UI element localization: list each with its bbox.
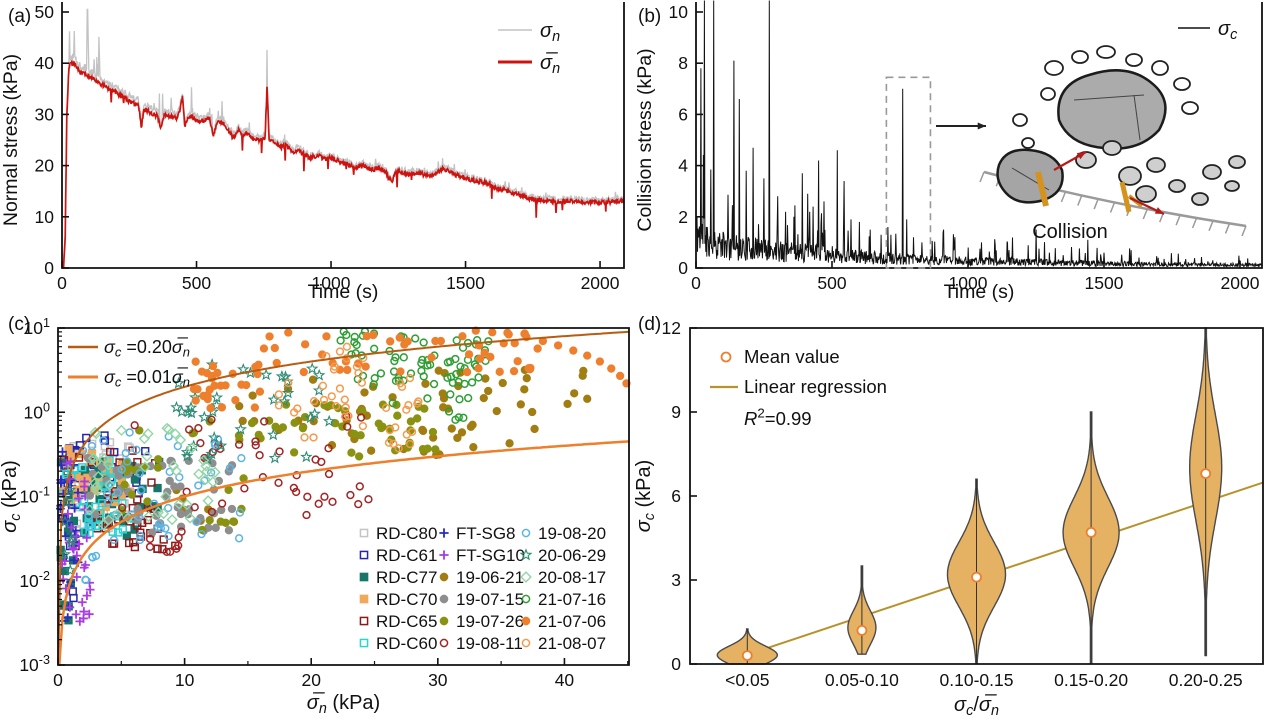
svg-text:30: 30 [35, 104, 55, 124]
panel-d-violin: 0 3 6 9 12 <0.05 0.05-0.10 0.10-0.15 0.15-0.20 0.… [633, 307, 1268, 725]
panel-a-normal-stress: 0 500 1000 1500 2000 0 10 20 30 40 50 Time (s) Norma… [0, 0, 634, 312]
svg-text:19-07-26: 19-07-26 [456, 612, 524, 631]
svg-text:Normal stress (kPa): Normal stress (kPa) [0, 54, 22, 226]
svg-text:8: 8 [678, 53, 688, 73]
svg-text:RD-C65: RD-C65 [376, 612, 437, 631]
svg-text:10: 10 [175, 670, 195, 690]
svg-text:Time (s): Time (s) [308, 281, 379, 303]
svg-text:21-07-06: 21-07-06 [538, 612, 606, 631]
collision-inset: Collision [979, 45, 1247, 243]
svg-text:0: 0 [691, 273, 701, 293]
svg-text:10: 10 [35, 207, 55, 227]
panel-c-scatter: 0 10 20 30 40 10-3 10-2 10-1 100 101 σ̅n (kPa) σc (… [0, 307, 640, 725]
panel-a-label: (a) [8, 6, 32, 27]
svg-text:9: 9 [671, 402, 681, 422]
svg-text:12: 12 [662, 318, 681, 338]
svg-text:FT-SG10: FT-SG10 [456, 546, 525, 565]
svg-text:6: 6 [671, 486, 681, 506]
svg-text:500: 500 [182, 273, 211, 293]
svg-text:2000: 2000 [581, 273, 620, 293]
svg-text:19-08-11: 19-08-11 [456, 634, 523, 653]
svg-text:0: 0 [671, 654, 681, 674]
svg-text:100: 100 [24, 400, 50, 422]
svg-text:RD-C61: RD-C61 [376, 546, 437, 565]
svg-text:20: 20 [301, 670, 321, 690]
svg-text:FT-SG8: FT-SG8 [456, 524, 516, 543]
svg-text:50: 50 [35, 2, 55, 22]
svg-text:0.15-0.20: 0.15-0.20 [1054, 670, 1128, 690]
svg-text:σc =0.01σ̅n: σc =0.01σ̅n [104, 367, 190, 390]
svg-text:0: 0 [53, 670, 63, 690]
svg-text:20-08-17: 20-08-17 [538, 568, 606, 587]
svg-text:19-07-15: 19-07-15 [456, 590, 524, 609]
svg-text:30: 30 [428, 670, 448, 690]
svg-text:Time (s): Time (s) [944, 281, 1015, 303]
svg-text:4: 4 [678, 156, 688, 176]
svg-text:20-06-29: 20-06-29 [538, 546, 606, 565]
svg-text:2: 2 [678, 207, 688, 227]
svg-text:19-06-21: 19-06-21 [456, 568, 524, 587]
svg-text:Collision: Collision [1032, 221, 1108, 243]
panel-c-label: (c) [8, 314, 31, 335]
svg-text:R2=0.99: R2=0.99 [744, 406, 812, 429]
svg-text:19-08-20: 19-08-20 [538, 524, 606, 543]
panel-b-collision-stress: 0 500 1000 1500 2000 0 2 4 6 8 10 Time (s) Collision… [634, 0, 1268, 312]
svg-text:RD-C80: RD-C80 [376, 524, 437, 543]
svg-text:Mean value: Mean value [744, 346, 840, 367]
svg-text:0: 0 [44, 258, 54, 278]
svg-text:40: 40 [35, 53, 55, 73]
svg-text:0.05-0.10: 0.05-0.10 [825, 670, 899, 690]
svg-text:σc =0.20σ̅n: σc =0.20σ̅n [104, 337, 190, 360]
svg-text:1000: 1000 [312, 273, 351, 293]
svg-text:1500: 1500 [1085, 273, 1124, 293]
svg-text:6: 6 [678, 104, 688, 124]
svg-text:10: 10 [669, 2, 689, 22]
svg-text:σc: σc [1218, 18, 1238, 43]
svg-text:0.10-0.15: 0.10-0.15 [940, 670, 1014, 690]
svg-text:1000: 1000 [949, 273, 988, 293]
svg-text:10-1: 10-1 [19, 485, 50, 507]
svg-text:0.20-0.25: 0.20-0.25 [1169, 670, 1243, 690]
svg-text:RD-C70: RD-C70 [376, 590, 437, 609]
svg-text:RD-C60: RD-C60 [376, 634, 437, 653]
svg-text:<0.05: <0.05 [725, 670, 769, 690]
svg-text:Collision stress (kPa): Collision stress (kPa) [634, 48, 656, 231]
svg-text:3: 3 [671, 570, 681, 590]
svg-text:20: 20 [35, 156, 55, 176]
panel-d-label: (d) [638, 314, 662, 335]
panel-c-chart: 0 10 20 30 40 10-3 10-2 10-1 100 101 σ̅n (kPa) σc (… [0, 316, 631, 717]
svg-text:21-08-07: 21-08-07 [538, 634, 606, 653]
svg-text:10-3: 10-3 [19, 653, 50, 675]
panel-b-label: (b) [638, 6, 662, 27]
svg-text:0: 0 [678, 258, 688, 278]
panel-a-chart: 0 500 1000 1500 2000 0 10 20 30 40 50 Time (s) Norma… [0, 2, 625, 303]
svg-text:40: 40 [555, 670, 575, 690]
svg-text:101: 101 [24, 316, 50, 338]
svg-text:21-07-16: 21-07-16 [538, 590, 606, 609]
svg-text:σc (kPa): σc (kPa) [0, 460, 24, 533]
panel-b-chart: 0 500 1000 1500 2000 0 2 4 6 8 10 Time (s) Collision… [634, 0, 1263, 303]
svg-text:RD-C77: RD-C77 [376, 568, 437, 587]
svg-text:0: 0 [57, 273, 67, 293]
svg-text:2000: 2000 [1221, 273, 1260, 293]
svg-text:500: 500 [817, 273, 846, 293]
svg-text:σc (kPa): σc (kPa) [634, 460, 658, 533]
panel-d-chart: 0 3 6 9 12 <0.05 0.05-0.10 0.10-0.15 0.15-0.20 0.… [633, 318, 1264, 719]
svg-text:10-2: 10-2 [19, 569, 50, 591]
svg-text:σ̅n (kPa): σ̅n (kPa) [307, 691, 380, 717]
svg-text:σc/σ̅n: σc/σ̅n [954, 693, 999, 719]
svg-text:1500: 1500 [446, 273, 485, 293]
svg-text:Linear regression: Linear regression [744, 376, 887, 397]
svg-text:σn: σn [540, 20, 560, 45]
svg-text:σ̅n: σ̅n [540, 51, 560, 77]
